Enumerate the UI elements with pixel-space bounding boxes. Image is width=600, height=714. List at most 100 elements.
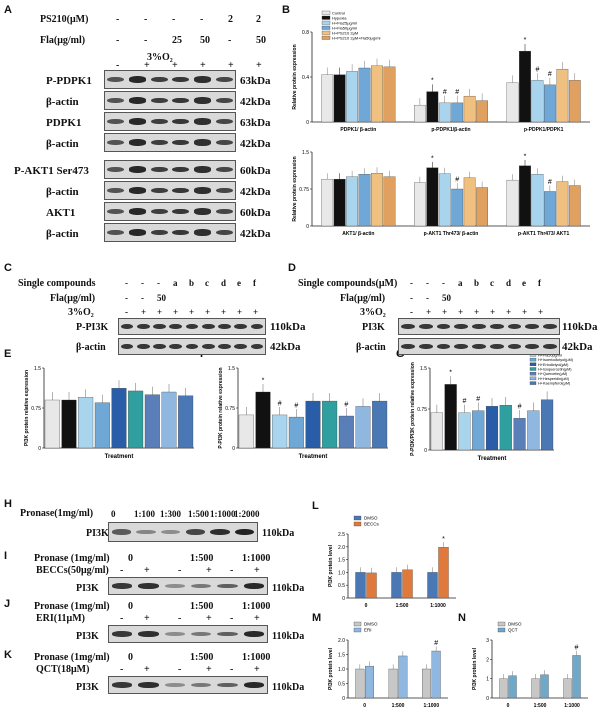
panelI-treat-4: - — [230, 565, 234, 576]
bar-7 — [161, 391, 177, 449]
bar-hps2102m-0 — [371, 173, 383, 227]
band — [172, 97, 190, 104]
band — [436, 343, 451, 350]
ps210-label: PS210(μM) — [40, 14, 89, 25]
bar-hfla50gml-0 — [358, 67, 371, 123]
band — [418, 343, 433, 350]
x-tick-label: 1:500 — [396, 603, 409, 609]
c-sc_vals-5: c — [205, 278, 209, 288]
significance-mark: # — [455, 177, 459, 184]
panel-a-fla_vals-3: 50 — [200, 35, 210, 46]
bar-5 — [322, 400, 338, 449]
bar-1 — [444, 384, 457, 451]
h-blot — [108, 522, 258, 542]
panel-a-ps210_vals-0: - — [116, 14, 120, 25]
h-val-4: 1:1000 — [210, 509, 236, 519]
band — [153, 343, 166, 350]
y-axis-label: PI3K protein level — [472, 647, 478, 690]
bar-hps2102mfla50gml-0 — [383, 176, 396, 227]
panel-a-o2_vals-2: + — [172, 60, 178, 71]
panelI-row-label: PI3K — [76, 583, 99, 594]
panel-a-o2_vals-5: + — [256, 60, 262, 71]
c-fla_vals-1: - — [141, 293, 144, 303]
legend-swatch — [321, 30, 331, 35]
bar-eri-1 — [398, 655, 408, 699]
band — [400, 343, 415, 350]
band — [150, 118, 168, 125]
band — [107, 76, 125, 83]
band — [169, 343, 183, 350]
band — [107, 208, 125, 215]
d-row-label-1: β-actin — [356, 342, 386, 353]
bar-5 — [128, 390, 144, 449]
d-o2_vals-0: - — [410, 307, 413, 317]
significance-mark: * — [442, 536, 445, 543]
significance-mark: # — [344, 401, 348, 408]
band — [111, 529, 131, 535]
band — [150, 208, 168, 215]
band — [138, 682, 159, 688]
y-axis-label: Relative protein expression — [292, 156, 298, 221]
legend-swatch — [529, 372, 537, 376]
bar-beccs-0 — [366, 572, 377, 599]
d-sc_vals-5: c — [490, 278, 494, 288]
c-blot-1 — [118, 338, 266, 355]
band — [217, 682, 238, 688]
band — [129, 97, 146, 104]
d-sc_vals-3: a — [458, 278, 463, 288]
c-sc_vals-0: - — [125, 278, 128, 288]
band — [243, 583, 265, 589]
d-sc-label: Single compounds(μM) — [298, 278, 398, 289]
bar-8 — [541, 399, 554, 451]
panel-a-row-label-3: β-actin — [46, 138, 79, 150]
band — [172, 166, 190, 173]
d-o2_vals-6: + — [506, 307, 512, 317]
significance-mark: # — [476, 396, 480, 403]
band — [218, 343, 231, 350]
panelI-group-1: 1:500 — [190, 553, 214, 564]
bar-dmso-2 — [563, 678, 572, 699]
band — [194, 208, 211, 215]
panelK-blot — [108, 676, 268, 694]
legend-swatch — [497, 627, 506, 633]
panelJ-group-2: 1:1000 — [242, 601, 271, 612]
panel-a-o2_vals-0: - — [116, 60, 120, 71]
c-o2_vals-0: - — [125, 307, 128, 317]
x-axis-label: Treatment — [299, 454, 328, 460]
legend-label: H+Hesperidin(µM) — [538, 377, 570, 381]
h-kda: 110kDa — [262, 528, 295, 539]
d-kda-1: 42kDa — [562, 341, 593, 353]
legend-label: DMSO — [364, 622, 378, 627]
y-tick-label: 0.8 — [302, 30, 309, 36]
panelI-title: Pronase (1mg/ml) — [34, 553, 110, 564]
x-tick-label: 1:1000 — [430, 603, 446, 609]
c-o2-label: 3%O₂ — [68, 307, 94, 318]
bar-6 — [144, 394, 160, 449]
chart-e: 0 0.75 1.5 PI3K protein relative expression… — [24, 366, 194, 460]
d-fla_vals-2: 50 — [442, 293, 451, 303]
y-axis-label: PI3K protein relative expression — [24, 370, 30, 446]
x-tick-label: 1:500 — [534, 703, 547, 709]
band — [235, 528, 255, 536]
bar-dmso-2 — [427, 572, 438, 599]
panel-a-kda-6: 60kDa — [240, 207, 271, 219]
band — [201, 323, 215, 330]
legend-swatch — [529, 381, 537, 385]
bar-4 — [111, 388, 127, 449]
y-tick-label: 0.75 — [225, 406, 235, 412]
panel-a-fla_vals-5: 50 — [256, 35, 266, 46]
h-row-label: PI3K — [86, 528, 109, 539]
band — [525, 323, 540, 330]
panelI-kda: 110kDa — [272, 583, 305, 594]
panelJ-treat-1: + — [144, 613, 150, 624]
bar-qct-2 — [572, 655, 581, 699]
y-tick-label: 1.5 — [34, 366, 41, 372]
d-kda-0: 110kDa — [562, 321, 598, 333]
bar-dmso-0 — [355, 668, 365, 699]
y-tick-label: 1.5 — [420, 366, 427, 372]
legend-label: H+PS210 2μM — [332, 31, 358, 36]
significance-mark: # — [434, 640, 438, 647]
bar-hps2102m-1 — [463, 177, 476, 227]
bar-control-1 — [414, 104, 426, 123]
legend-label: H+Isoquercetin(µM) — [538, 368, 572, 372]
